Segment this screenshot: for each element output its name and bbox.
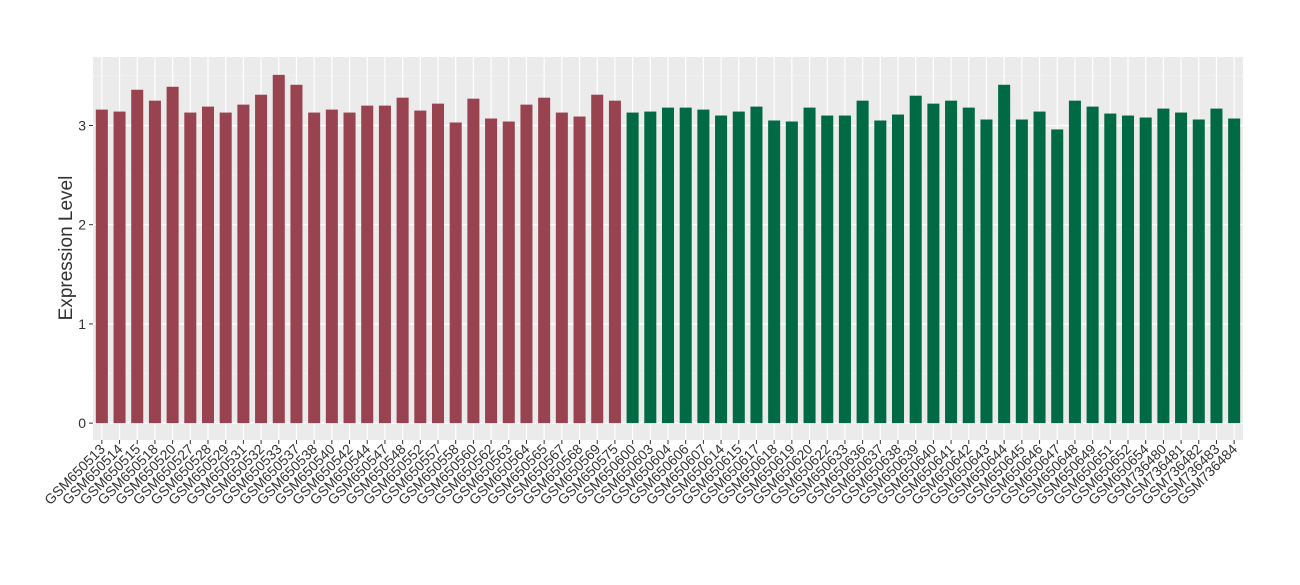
bar: [325, 109, 338, 424]
bar: [272, 74, 285, 424]
bar: [1015, 119, 1028, 424]
bar: [449, 122, 462, 424]
bar: [927, 103, 940, 424]
bar: [732, 111, 745, 424]
bar: [1033, 111, 1046, 424]
bar: [166, 86, 179, 424]
bar: [502, 121, 515, 424]
bar: [785, 121, 798, 424]
bar: [891, 114, 905, 424]
bar: [308, 112, 321, 424]
bar: [343, 112, 356, 424]
bar: [1228, 118, 1241, 424]
bar: [980, 119, 993, 424]
bar: [237, 104, 250, 424]
bar: [378, 105, 391, 424]
bar: [555, 112, 568, 424]
bar: [1210, 108, 1223, 424]
bar: [768, 120, 781, 424]
bar: [856, 100, 869, 424]
bar: [644, 111, 657, 424]
bar: [431, 103, 445, 424]
bar: [219, 112, 232, 424]
bar: [485, 118, 498, 424]
bar: [591, 94, 604, 424]
bar: [467, 98, 480, 424]
bar: [1157, 108, 1170, 424]
bar: [945, 100, 958, 424]
bar: [821, 115, 834, 424]
bar: [661, 107, 675, 424]
bar: [414, 110, 427, 424]
bar: [1175, 112, 1188, 424]
y-tick-label: 1: [78, 316, 86, 332]
bar: [255, 94, 268, 424]
bar: [998, 84, 1011, 424]
bar: [1051, 129, 1064, 424]
bar: [290, 84, 303, 424]
bar: [626, 112, 639, 424]
bar: [679, 107, 692, 424]
bar: [750, 106, 763, 424]
bar: [1068, 100, 1081, 424]
bar: [715, 115, 728, 424]
bar: [148, 100, 161, 424]
bar: [608, 100, 621, 424]
bar: [184, 112, 197, 424]
bar: [909, 95, 922, 424]
y-tick-label: 2: [78, 217, 86, 233]
bar: [573, 116, 586, 424]
bar: [1086, 106, 1099, 424]
bar: [697, 109, 710, 424]
bar: [1139, 117, 1152, 424]
bar: [95, 109, 108, 424]
y-axis-title: Expression Level: [56, 176, 77, 321]
bar: [520, 104, 533, 424]
bar: [1192, 119, 1205, 424]
y-tick-label: 3: [78, 117, 86, 133]
bar: [396, 97, 409, 424]
bar: [803, 107, 816, 424]
bar: [538, 97, 551, 424]
bar: [361, 105, 374, 424]
bar: [131, 89, 144, 424]
bar: [962, 107, 975, 424]
bar: [874, 120, 887, 424]
y-tick-label: 0: [78, 415, 86, 431]
bar: [838, 115, 851, 424]
bar: [1121, 115, 1135, 424]
bar: [113, 111, 126, 424]
bar: [201, 106, 215, 424]
bar: [1104, 113, 1117, 424]
